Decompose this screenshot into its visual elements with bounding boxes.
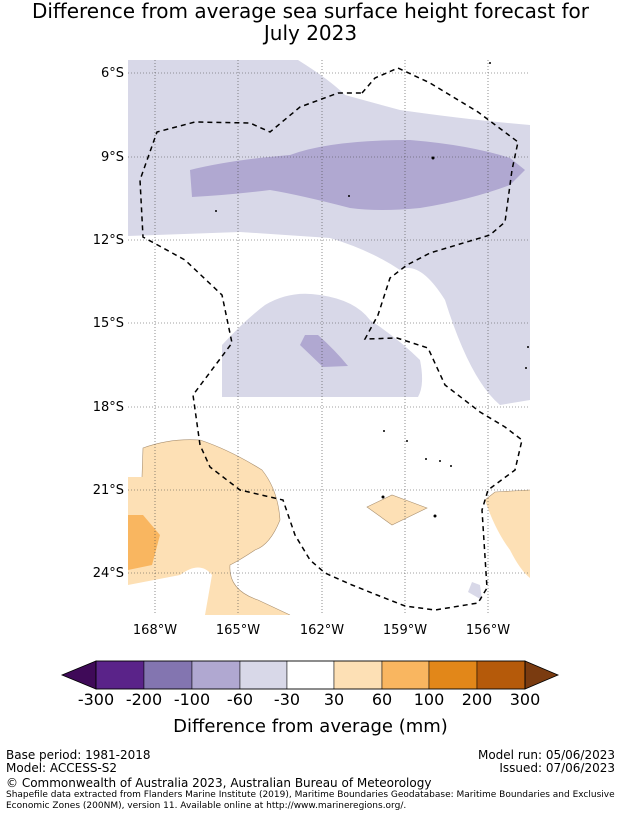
colorbar-tick-label: 100: [413, 690, 445, 709]
island-2: [431, 156, 435, 160]
islands: [215, 62, 529, 518]
model-run-date: Model run: 05/06/2023: [477, 748, 615, 762]
colorbar-tick-label: -300: [77, 690, 115, 709]
model-name: Model: ACCESS-S2: [6, 761, 118, 775]
issued-date: Issued: 07/06/2023: [499, 761, 615, 775]
lat-label-9S: 9°S: [100, 150, 124, 165]
colorbar-tick-label: 60: [371, 690, 393, 709]
contour-line-east: [484, 489, 530, 501]
lon-label-162W: 162°W: [299, 623, 345, 638]
lat-label-24S: 24°S: [92, 566, 124, 581]
anomaly-region-light-orange-east: [485, 490, 530, 578]
lat-label-18S: 18°S: [92, 400, 124, 415]
colorbar-tick-label: -60: [226, 690, 254, 709]
island-7: [425, 458, 427, 460]
island-10: [381, 495, 385, 499]
anomaly-region-medium-purple-band: [190, 140, 525, 210]
eez-boundary: [139, 67, 523, 611]
island-9: [450, 465, 452, 467]
lon-label-165W: 165°W: [215, 623, 261, 638]
colorbar-tick-label: -30: [273, 690, 301, 709]
lon-label-168W: 168°W: [132, 623, 178, 638]
title-line-1: Difference from average sea surface heig…: [31, 0, 590, 23]
colorbar-segment-6: [333, 660, 383, 690]
lat-label-21S: 21°S: [92, 483, 124, 498]
anomaly-region-orange-west: [128, 515, 160, 570]
lat-label-15S: 15°S: [92, 316, 124, 331]
colorbar-frame: [95, 660, 526, 690]
copyright-notice: © Commonwealth of Australia 2023, Austra…: [6, 776, 432, 790]
colorbar-tick-label: 30: [323, 690, 345, 709]
island-1: [489, 62, 491, 64]
base-period: Base period: 1981-2018: [6, 748, 151, 762]
title-line-2: July 2023: [263, 21, 358, 45]
lon-label-156W: 156°W: [465, 623, 511, 638]
colorbar-segment-9: [476, 660, 526, 690]
island-6: [406, 440, 408, 442]
colorbar-segment-2: [143, 660, 193, 690]
contour-line-south: [366, 494, 428, 526]
lon-label-159W: 159°W: [382, 623, 428, 638]
colorbar-tick-label: 300: [509, 690, 541, 709]
colorbar-tick-label: 200: [461, 690, 493, 709]
colorbar-min-extend: [60, 660, 97, 690]
anomaly-region-light-orange-southwest: [128, 439, 290, 615]
graticule: [128, 60, 530, 615]
colorbar-tick-label: -200: [125, 690, 163, 709]
island-4: [215, 210, 217, 212]
colorbar-segment-4: [239, 660, 288, 690]
colorbar-segment-3: [191, 660, 241, 690]
colorbar-tick-label: -100: [173, 690, 211, 709]
colorbar-segment-5: [286, 660, 335, 690]
colorbar-segment-1: [95, 660, 145, 690]
colorbar: [60, 660, 560, 690]
colorbar-title: Difference from average (mm): [173, 716, 448, 737]
island-5: [383, 430, 385, 432]
colorbar-max-extend: [524, 660, 560, 690]
anomaly-region-light-purple-south: [468, 582, 482, 600]
shapefile-attribution: Shapefile data extracted from Flanders M…: [6, 790, 615, 811]
island-13: [525, 367, 527, 369]
island-12: [527, 346, 529, 348]
lat-label-6S: 6°S: [100, 66, 124, 81]
colorbar-segment-7: [381, 660, 430, 690]
island-11: [433, 514, 437, 518]
anomaly-region-medium-purple-patch: [300, 335, 348, 367]
lat-label-12S: 12°S: [92, 233, 124, 248]
map-title: Difference from average sea surface heig…: [0, 0, 621, 44]
island-3: [348, 195, 350, 197]
colorbar-segment-8: [428, 660, 478, 690]
island-8: [439, 460, 441, 462]
